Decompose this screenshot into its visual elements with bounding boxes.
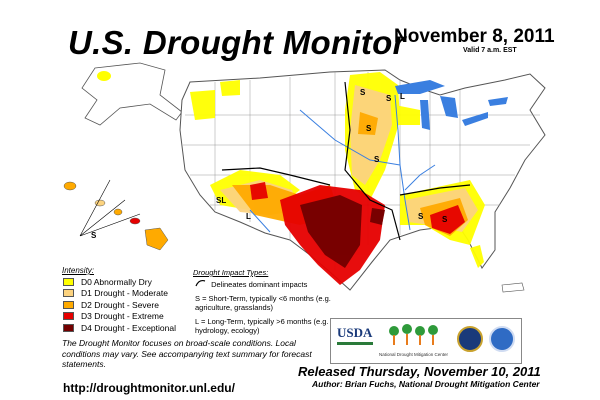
legend-item-d1: D1 Drought - Moderate xyxy=(63,288,176,300)
legend-label: D0 Abnormally Dry xyxy=(81,276,152,287)
map-label-s: S xyxy=(418,212,424,221)
legend-item-d0: D0 Abnormally Dry xyxy=(63,276,176,288)
map-label-s: S xyxy=(374,155,380,164)
legend-swatch xyxy=(63,289,74,298)
legend-swatch xyxy=(63,300,74,309)
legend: D0 Abnormally Dry D1 Drought - Moderate … xyxy=(63,276,176,334)
legend-swatch xyxy=(63,277,74,286)
page-title: U.S. Drought Monitor xyxy=(68,24,406,61)
impact-long-term: L = Long-Term, typically >6 months (e.g.… xyxy=(195,317,329,335)
impact-title: Drought Impact Types: xyxy=(193,268,269,277)
impact-short-term: S = Short-Term, typically <6 months (e.g… xyxy=(195,294,331,312)
map-date: November 8, 2011 xyxy=(394,26,555,47)
map-label-s: S xyxy=(442,215,448,224)
great-lakes xyxy=(395,80,508,130)
legend-swatch xyxy=(63,323,74,332)
map-label-l: L xyxy=(246,212,251,221)
ndmc-logo: National Drought Mitigation Center xyxy=(379,323,449,357)
hawaii-map xyxy=(63,179,169,251)
legend-label: D4 Drought - Exceptional xyxy=(81,322,176,333)
delineate-line-icon xyxy=(195,279,206,289)
noaa-logo xyxy=(489,326,515,352)
disclaimer-note: The Drought Monitor focuses on broad-sca… xyxy=(62,338,312,369)
release-date: Released Thursday, November 10, 2011 xyxy=(298,364,541,379)
alaska-map xyxy=(81,62,183,126)
legend-swatch xyxy=(63,312,74,321)
puerto-rico-map xyxy=(501,282,525,293)
legend-label: D3 Drought - Extreme xyxy=(81,311,164,322)
author-credit: Author: Brian Fuchs, National Drought Mi… xyxy=(312,379,540,389)
impact-delineates: Delineates dominant impacts xyxy=(211,280,308,289)
conus-map xyxy=(179,69,546,293)
legend-item-d3: D3 Drought - Extreme xyxy=(63,311,176,323)
legend-label: D2 Drought - Severe xyxy=(81,299,159,310)
map-label-s: S xyxy=(386,94,392,103)
map-label-l: L xyxy=(400,92,405,101)
map-label-s: S xyxy=(360,88,366,97)
valid-time: Valid 7 a.m. EST xyxy=(463,47,517,54)
legend-item-d4: D4 Drought - Exceptional xyxy=(63,322,176,334)
map-label-s: S xyxy=(91,231,97,240)
agency-logos: USDA National Drought Mitigation Center xyxy=(330,318,522,364)
usda-logo: USDA xyxy=(337,325,373,345)
map-label-sl: SL xyxy=(216,196,227,205)
map-label-s: S xyxy=(366,124,372,133)
legend-item-d2: D2 Drought - Severe xyxy=(63,299,176,311)
legend-title: Intensity: xyxy=(62,266,95,275)
source-url[interactable]: http://droughtmonitor.unl.edu/ xyxy=(63,381,235,395)
rivers xyxy=(249,94,436,233)
legend-label: D1 Drought - Moderate xyxy=(81,288,168,299)
doc-seal-logo xyxy=(457,326,483,352)
impact-legend: Delineates dominant impacts S = Short-Te… xyxy=(195,279,335,340)
